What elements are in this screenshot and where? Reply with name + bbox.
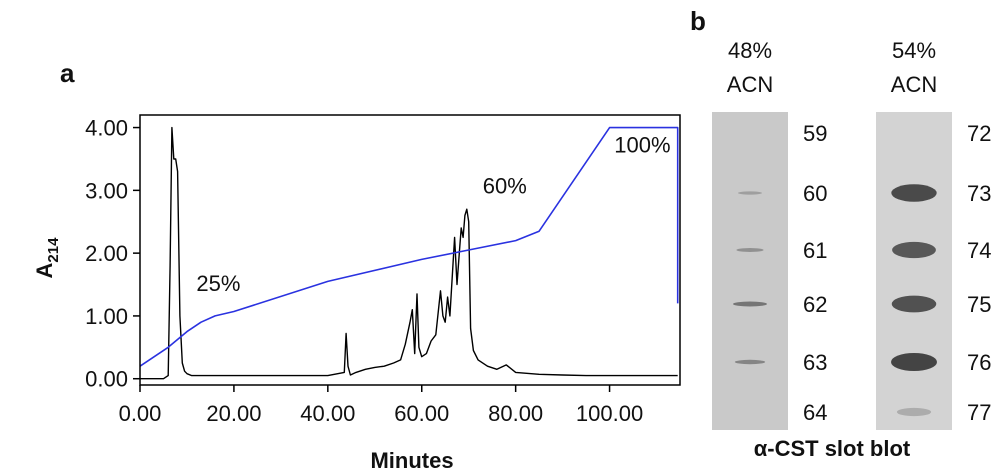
- x-tick-label-5: 100.00: [576, 401, 643, 426]
- x-axis-ticks: 0.00 20.00 40.00 60.00 80.00 100.00: [119, 385, 643, 426]
- x-axis-title: Minutes: [370, 448, 453, 473]
- fraction-label: 62: [803, 292, 827, 317]
- fraction-label: 76: [967, 350, 991, 375]
- gradient-annotations: 25% 60% 100%: [196, 133, 670, 296]
- chart-series: [139, 126, 679, 380]
- fraction-label: 77: [967, 400, 991, 425]
- blot-band: [891, 184, 937, 202]
- gradient-label-2: 100%: [614, 133, 670, 158]
- panel-b-letter: b: [690, 6, 706, 36]
- gradient-label-1: 60%: [483, 173, 527, 198]
- blot-band: [734, 359, 766, 365]
- absorbance-trace: [140, 126, 678, 380]
- blot-caption: α-CST slot blot: [754, 436, 911, 461]
- blot-strip-0: 48% ACN 59 60 61 62 63 64: [712, 38, 827, 430]
- blot-band: [733, 301, 767, 307]
- blot-strips: 48% ACN 59 60 61 62 63 64 54% ACN 72 73 74 75 76 77: [712, 38, 991, 430]
- fraction-label: 63: [803, 350, 827, 375]
- fraction-label: 72: [967, 121, 991, 146]
- y-axis-ticks: 0.00 1.00 2.00 3.00 4.00: [85, 116, 140, 392]
- x-tick-label-2: 40.00: [300, 401, 355, 426]
- panel-b-slot-blot: b 48% ACN 59 60 61 62 63 64 54% ACN 72 73 74 75 76 77 α…: [690, 6, 991, 461]
- y-tick-label-0: 0.00: [85, 367, 128, 392]
- fraction-label: 75: [967, 292, 991, 317]
- plot-frame: [139, 114, 681, 386]
- fraction-label: 60: [803, 181, 827, 206]
- y-tick-label-1: 1.00: [85, 304, 128, 329]
- strip-header-solvent: ACN: [891, 72, 937, 97]
- blot-band: [891, 295, 937, 313]
- x-tick-label-1: 20.00: [206, 401, 261, 426]
- y-axis-title-main: A: [32, 262, 57, 278]
- gradient-trace: [139, 126, 679, 367]
- strip-header-solvent: ACN: [727, 72, 773, 97]
- blot-band: [896, 407, 932, 417]
- y-axis-title-subscript: 214: [45, 237, 62, 263]
- strip-header-percent: 48%: [728, 38, 772, 63]
- x-tick-label-4: 80.00: [488, 401, 543, 426]
- blot-band: [738, 191, 762, 195]
- fraction-label: 73: [967, 181, 991, 206]
- y-tick-label-4: 4.00: [85, 116, 128, 141]
- fraction-label: 61: [803, 238, 827, 263]
- blot-band: [892, 241, 936, 259]
- x-tick-label-3: 60.00: [394, 401, 449, 426]
- y-axis-title: A214: [32, 237, 62, 279]
- blot-band: [736, 248, 764, 252]
- membrane-strip: [712, 112, 788, 430]
- y-tick-label-3: 3.00: [85, 178, 128, 203]
- x-tick-label-0: 0.00: [119, 401, 162, 426]
- y-tick-label-2: 2.00: [85, 241, 128, 266]
- panel-a-chromatogram: a 0.00 1.00 2.00 3.00 4.00 0.00 20.00 40.00 60.…: [32, 58, 681, 473]
- gradient-label-0: 25%: [196, 271, 240, 296]
- svg-text:A214: A214: [32, 237, 62, 279]
- fraction-label: 74: [967, 238, 991, 263]
- strip-header-percent: 54%: [892, 38, 936, 63]
- membrane-strip: [876, 112, 952, 430]
- fraction-label: 64: [803, 400, 827, 425]
- blot-strip-1: 54% ACN 72 73 74 75 76 77: [876, 38, 991, 430]
- blot-band: [891, 353, 937, 371]
- fraction-label: 59: [803, 121, 827, 146]
- panel-a-letter: a: [60, 58, 75, 88]
